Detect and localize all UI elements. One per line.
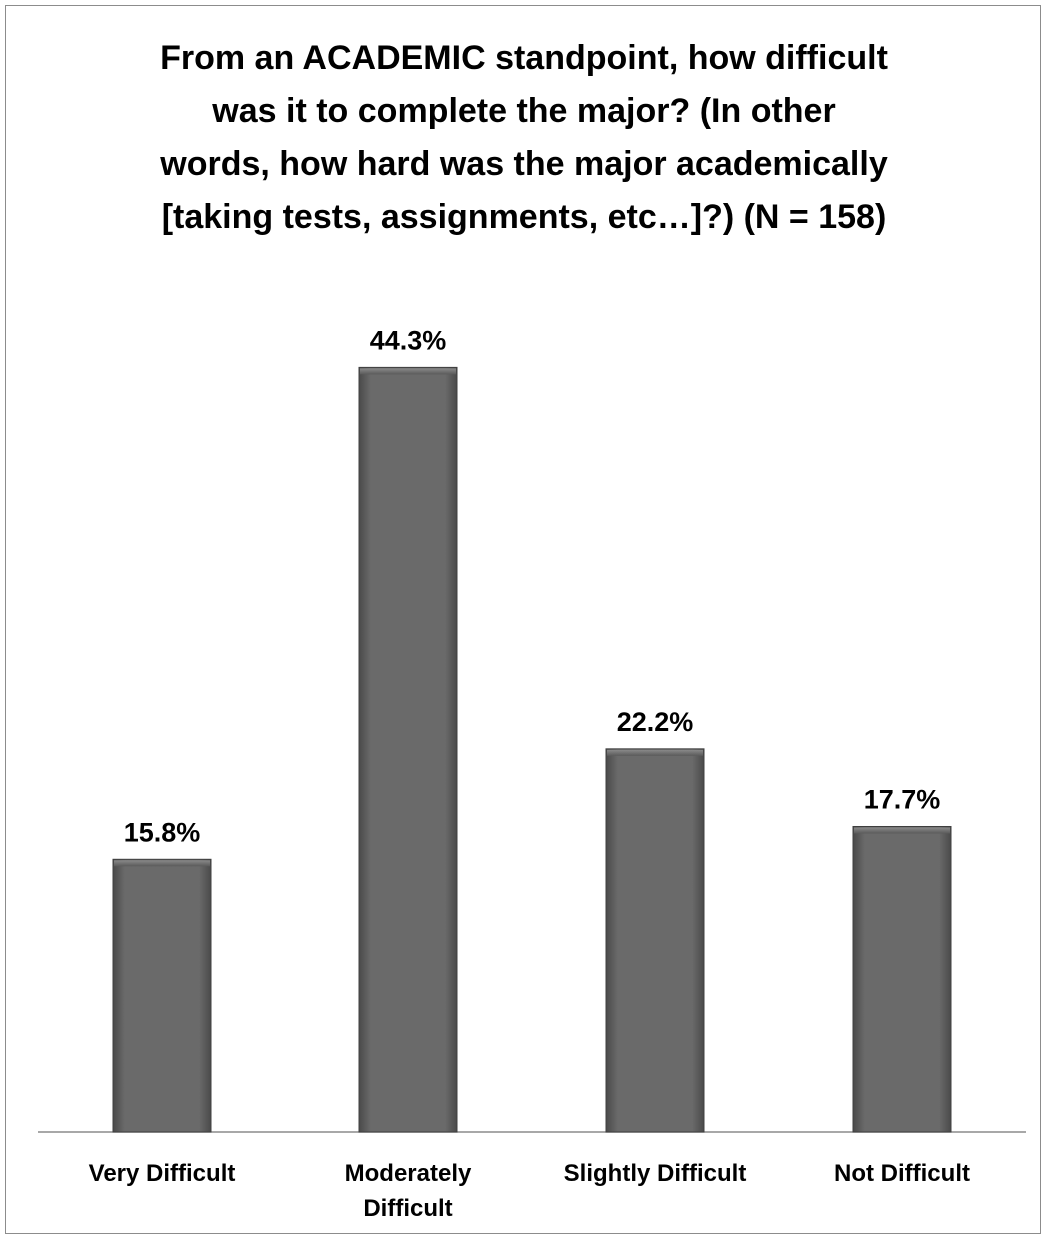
data-label-0: 15.8% [124,817,201,847]
bar-top-bevel [114,860,210,867]
bar-top-bevel [607,749,703,756]
bar-top-bevel [360,368,456,375]
bar-rect [358,366,458,1133]
data-label-1: 44.3% [370,325,447,355]
bar-rect [605,748,705,1133]
data-label-3: 17.7% [864,784,941,814]
bar-3 [852,825,952,1133]
category-label-0: Very Difficult [89,1160,236,1187]
bar-rect [112,858,212,1133]
bar-1 [358,366,458,1133]
bar-2 [605,748,705,1133]
category-label-1: Moderately Difficult [345,1160,472,1222]
chart-title: From an ACADEMIC standpoint, how difficu… [160,39,888,236]
category-label-3: Not Difficult [834,1160,970,1187]
bar-0 [112,858,212,1133]
bar-rect [852,825,952,1133]
data-label-2: 22.2% [617,707,694,737]
category-label-2: Slightly Difficult [564,1160,747,1187]
bar-top-bevel [854,827,950,834]
